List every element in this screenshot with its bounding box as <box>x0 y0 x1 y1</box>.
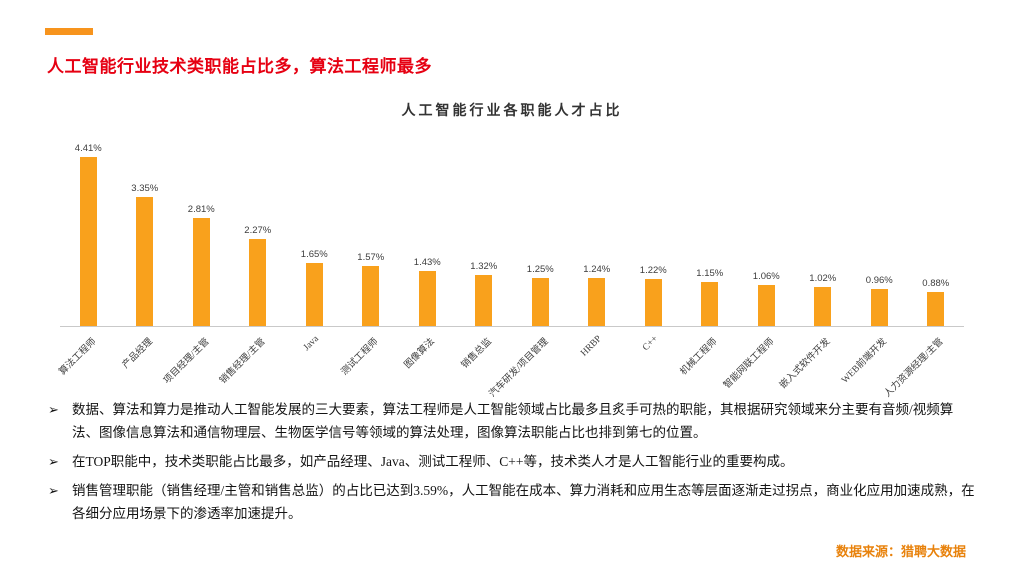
bar-column: 1.06% <box>738 271 795 326</box>
data-source: 数据来源：猎聘大数据 <box>835 544 966 559</box>
bullet-text: 数据、算法和算力是推动人工智能发展的三大要素，算法工程师是人工智能领域占比最多且… <box>72 402 954 440</box>
bar-value-label: 1.57% <box>357 252 385 263</box>
bullet-item: ➢ 数据、算法和算力是推动人工智能发展的三大要素，算法工程师是人工智能领域占比最… <box>48 399 976 445</box>
x-axis-label: C++ <box>641 334 661 354</box>
bar <box>362 266 380 326</box>
bar-value-label: 2.81% <box>187 204 215 215</box>
bar-column: 1.02% <box>795 273 852 326</box>
x-axis-label: Java <box>302 334 322 354</box>
bar-value-label: 0.88% <box>922 278 950 289</box>
bar-column: 1.32% <box>456 261 513 326</box>
bar-value-label: 1.06% <box>752 271 780 282</box>
chart-title: 人工智能行业各职能人才占比 <box>401 104 623 119</box>
bullet-marker: ➢ <box>48 483 59 499</box>
bullet-marker: ➢ <box>48 403 59 418</box>
x-axis-label: 汽车研发/项目管理 <box>487 336 551 400</box>
bullet-text: 销售管理职能（销售经理/主管和销售总监）的占比已达到3.59%，人工智能在成本、… <box>72 482 975 521</box>
bar <box>531 278 549 326</box>
bar <box>475 275 493 326</box>
bar-column: 2.81% <box>173 204 230 326</box>
x-axis-label: 产品经理 <box>120 336 155 371</box>
bar <box>418 271 436 326</box>
bar-column: 1.15% <box>682 268 739 326</box>
bar-column: 1.43% <box>399 257 456 326</box>
bar-column: 1.65% <box>286 249 343 326</box>
x-axis-label: 图像算法 <box>403 336 438 371</box>
x-axis-label: 嵌入式软件开发 <box>778 336 833 391</box>
bar-column: 1.25% <box>512 264 569 326</box>
chart-plot-area: 4.41% 3.35% 2.81% 2.27% 1.65% 1.57% 1.43% 1.32%… <box>60 134 964 327</box>
bar-value-label: 1.02% <box>809 273 837 284</box>
x-axis-label: 项目经理/主管 <box>161 336 212 387</box>
bar-value-label: 1.65% <box>300 249 328 260</box>
bar <box>79 157 97 326</box>
bar-column: 3.35% <box>117 183 174 326</box>
bar-column: 0.88% <box>908 278 965 326</box>
x-axis-labels: 算法工程师 产品经理 项目经理/主管 销售经理/主管 Java 测试工程师 图像算法 销售总监… <box>57 327 964 401</box>
bullet-list: ➢ 数据、算法和算力是推动人工智能发展的三大要素，算法工程师是人工智能领域占比最… <box>48 399 976 532</box>
bar-column: 4.41% <box>60 143 117 326</box>
bar <box>192 218 210 326</box>
bar-value-label: 4.41% <box>74 143 102 154</box>
bar-value-label: 1.25% <box>526 264 554 275</box>
bullet-item: ➢ 在TOP职能中，技术类职能占比最多，如产品经理、Java、测试工程师、C++… <box>48 451 976 474</box>
bar <box>305 263 323 326</box>
bar-value-label: 3.35% <box>131 183 159 194</box>
bar-chart: 人工智能行业各职能人才占比 4.41% 3.35% 2.81% 2.27% 1.65% 1… <box>57 100 964 401</box>
bar-column: 1.24% <box>569 264 626 326</box>
x-axis-label: HRBP <box>579 334 604 359</box>
x-axis-label: 算法工程师 <box>57 336 99 378</box>
bullet-text: 在TOP职能中，技术类职能占比最多，如产品经理、Java、测试工程师、C++等，… <box>72 453 794 469</box>
bar <box>927 292 945 326</box>
bar-column: 1.22% <box>625 265 682 326</box>
x-axis-label: 测试工程师 <box>339 336 381 378</box>
bar <box>588 278 606 326</box>
bar-value-label: 1.24% <box>583 264 611 275</box>
bar <box>701 282 719 326</box>
bar-value-label: 1.15% <box>696 268 724 279</box>
bar-value-label: 1.22% <box>639 265 667 276</box>
bullet-item: ➢ 销售管理职能（销售经理/主管和销售总监）的占比已达到3.59%，人工智能在成… <box>48 480 976 526</box>
page-title: 人工智能行业技术类职能占比多，算法工程师最多 <box>47 57 432 76</box>
bar-column: 1.57% <box>343 252 400 326</box>
bullet-marker: ➢ <box>48 454 59 470</box>
bar <box>644 279 662 326</box>
bar-value-label: 1.43% <box>413 257 441 268</box>
bar <box>136 197 154 326</box>
bar-value-label: 2.27% <box>244 225 272 236</box>
bar <box>757 285 775 326</box>
bar <box>814 287 832 326</box>
bar <box>870 289 888 326</box>
x-axis-label: 人力资源经理/主管 <box>882 336 946 400</box>
bar-column: 0.96% <box>851 275 908 326</box>
bar <box>249 239 267 326</box>
bar-value-label: 1.32% <box>470 261 498 272</box>
bar-column: 2.27% <box>230 225 287 326</box>
bar-value-label: 0.96% <box>865 275 893 286</box>
accent-bar <box>45 28 93 35</box>
x-axis-label: 销售经理/主管 <box>218 336 268 387</box>
